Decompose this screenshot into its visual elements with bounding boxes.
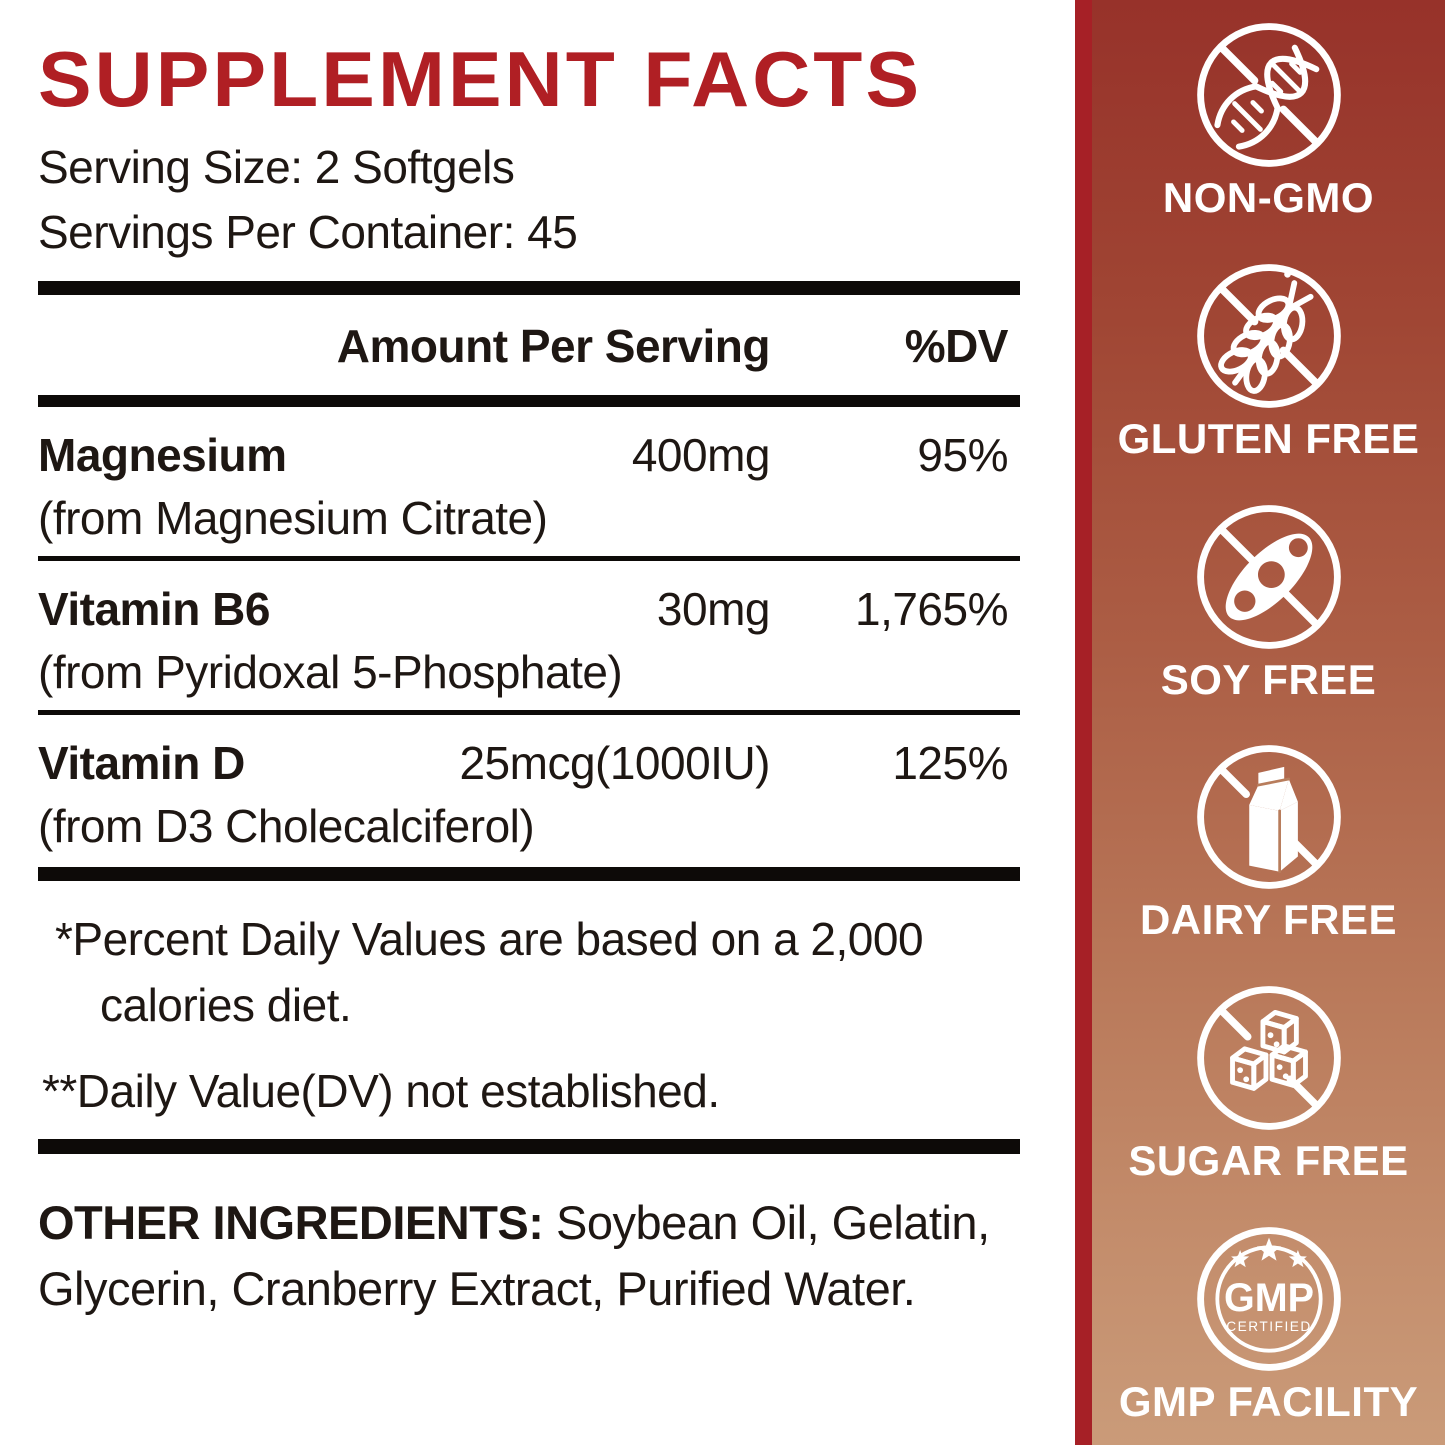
table-row: Vitamin B6 30mg 1,765% (from Pyridoxal 5…	[38, 561, 1020, 710]
table-row: Vitamin D 25mcg(1000IU) 125% (from D3 Ch…	[38, 715, 1020, 867]
servings-per-container: Servings Per Container: 45	[38, 206, 578, 258]
no-sugar-cubes-icon	[1196, 986, 1341, 1131]
badge-gluten-free: GLUTEN FREE	[1092, 241, 1445, 482]
divider-thin	[38, 556, 1020, 561]
badge-label: SOY FREE	[1160, 655, 1377, 703]
divider-thick	[38, 281, 1020, 295]
nutrient-dv: 1,765%	[854, 583, 1009, 635]
badge-label: NON-GMO	[1162, 173, 1375, 221]
other-ingredients-label: OTHER INGREDIENTS:	[38, 1196, 544, 1249]
other-ingredients-text: Soybean Oil, Gelatin, Glycerin, Cranberr…	[38, 1196, 990, 1315]
nutrient-source: (from Magnesium Citrate)	[38, 492, 548, 544]
badge-label: GLUTEN FREE	[1117, 414, 1420, 462]
percent-dv-header: %DV	[904, 320, 1009, 372]
nutrient-amount: 30mg	[656, 583, 771, 635]
badge-column: NON-GMO	[1092, 0, 1445, 1445]
nutrient-source: (from D3 Cholecalciferol)	[38, 800, 535, 852]
gmp-certified-seal-icon: GMP CERTIFIED	[1196, 1227, 1341, 1371]
badge-label: DAIRY FREE	[1139, 896, 1398, 944]
nutrient-amount: 25mcg(1000IU)	[459, 737, 770, 789]
seal-certified-text: CERTIFIED	[1226, 1319, 1312, 1334]
divider-thick	[38, 1139, 1020, 1154]
no-wheat-icon	[1196, 263, 1341, 408]
nutrient-dv: 95%	[917, 429, 1008, 481]
nutrient-name: Vitamin B6	[38, 583, 270, 635]
footnote-daily-values: *Percent Daily Values are based on a 2,0…	[55, 913, 924, 1031]
badge-dairy-free: DAIRY FREE	[1092, 722, 1445, 963]
badge-label: GMP FACILITY	[1118, 1378, 1419, 1426]
footnote-dv-not-established: **Daily Value(DV) not established.	[42, 1065, 720, 1117]
nutrient-name: Vitamin D	[38, 737, 245, 789]
divider-thick	[38, 395, 1020, 407]
seal-stars-icon	[1230, 1237, 1307, 1268]
red-accent-stripe	[1075, 0, 1092, 1445]
badge-sidebar: NON-GMO	[1075, 0, 1445, 1445]
nutrient-line: Magnesium 400mg 95%	[38, 428, 1020, 482]
nutrient-dv: 125%	[892, 737, 1008, 789]
badge-soy-free: SOY FREE	[1092, 482, 1445, 723]
table-row: Magnesium 400mg 95% (from Magnesium Citr…	[38, 407, 1020, 556]
no-soybean-icon	[1196, 504, 1341, 649]
nutrient-line: Vitamin D 25mcg(1000IU) 125%	[38, 736, 1020, 790]
divider-thick	[38, 867, 1020, 881]
badge-gmp-facility: GMP CERTIFIED GMP FACILITY	[1092, 1204, 1445, 1445]
serving-size: Serving Size: 2 Softgels	[38, 141, 515, 193]
nutrient-line: Vitamin B6 30mg 1,765%	[38, 582, 1020, 636]
seal-gmp-text: GMP	[1223, 1276, 1313, 1320]
badge-non-gmo: NON-GMO	[1092, 0, 1445, 241]
no-gmo-dna-icon	[1196, 23, 1341, 167]
nutrient-source: (from Pyridoxal 5-Phosphate)	[38, 646, 623, 698]
nutrient-name: Magnesium	[38, 429, 287, 481]
table-header: Amount Per Serving %DV	[38, 295, 1020, 395]
supplement-facts-panel: SUPPLEMENT FACTS Serving Size: 2 Softgel…	[38, 35, 1020, 1322]
nutrient-amount: 400mg	[631, 429, 771, 481]
page-title: SUPPLEMENT FACTS	[38, 35, 923, 123]
badge-sugar-free: SUGAR FREE	[1092, 963, 1445, 1204]
no-milk-carton-icon	[1196, 745, 1341, 890]
other-ingredients: OTHER INGREDIENTS: Soybean Oil, Gelatin,…	[38, 1190, 1020, 1322]
divider-thin	[38, 710, 1020, 715]
badge-label: SUGAR FREE	[1128, 1137, 1409, 1185]
amount-per-serving-header: Amount Per Serving	[336, 320, 771, 372]
